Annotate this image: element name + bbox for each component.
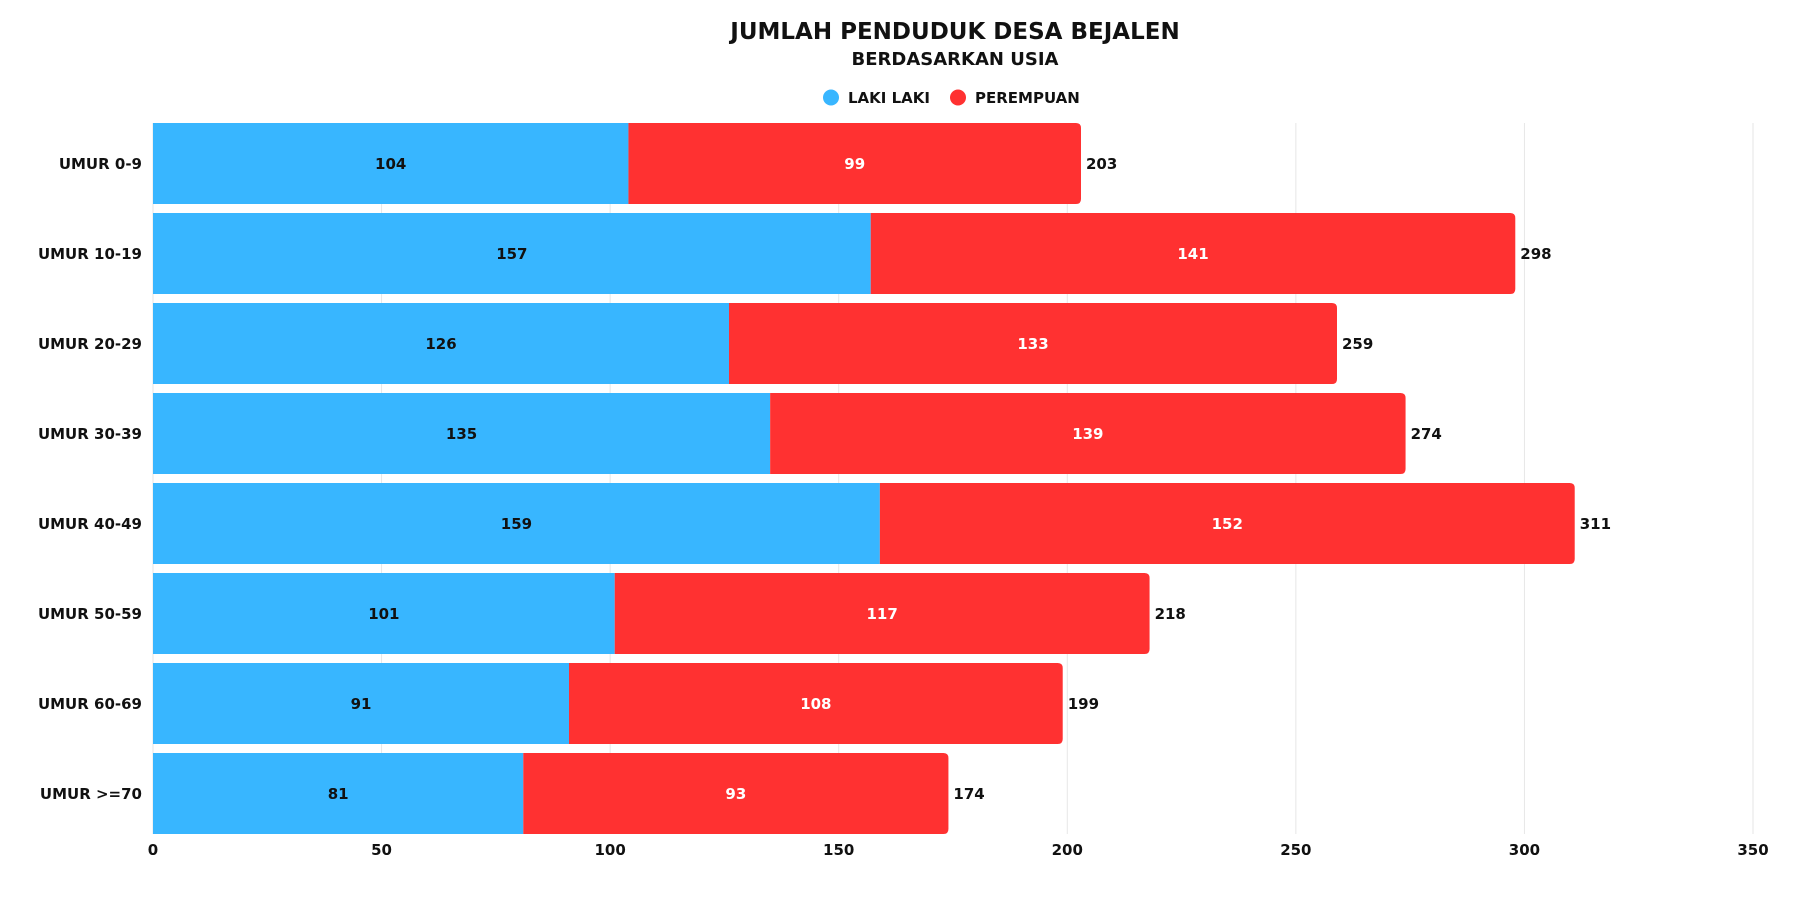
data-label: 108 — [800, 695, 831, 713]
total-label: 174 — [953, 785, 984, 803]
total-label: 274 — [1411, 425, 1442, 443]
total-label: 298 — [1520, 245, 1551, 263]
category-label: UMUR >=70 — [40, 785, 142, 803]
legend: LAKI LAKI PEREMPUAN — [823, 89, 1080, 107]
data-label: 157 — [496, 245, 527, 263]
data-label: 133 — [1017, 335, 1048, 353]
data-label: 93 — [725, 785, 746, 803]
category-label: UMUR 0-9 — [59, 155, 142, 173]
bar-segment — [153, 213, 871, 294]
data-label: 101 — [368, 605, 399, 623]
category-label: UMUR 30-39 — [38, 425, 142, 443]
total-label: 259 — [1342, 335, 1373, 353]
bar-segment — [569, 663, 1063, 744]
chart-subtitle: BERDASARKAN USIA — [852, 49, 1059, 70]
data-label: 117 — [866, 605, 897, 623]
category-label: UMUR 50-59 — [38, 605, 142, 623]
total-label: 311 — [1580, 515, 1611, 533]
category-label: UMUR 20-29 — [38, 335, 142, 353]
legend-label-1: LAKI LAKI — [848, 89, 930, 107]
legend-marker-2 — [950, 89, 966, 106]
x-tick-label: 100 — [594, 841, 625, 859]
total-label: 218 — [1155, 605, 1186, 623]
bar-segment — [153, 123, 629, 204]
bar-segment — [614, 573, 1150, 654]
bar-segment — [153, 393, 771, 474]
bar-segment — [770, 393, 1406, 474]
bar-segment — [153, 573, 615, 654]
bar-segment — [870, 213, 1516, 294]
data-label: 91 — [351, 695, 372, 713]
data-label: 141 — [1177, 245, 1208, 263]
bar-segment — [153, 303, 729, 384]
data-label: 135 — [446, 425, 477, 443]
data-label: 81 — [328, 785, 349, 803]
data-label: 99 — [844, 155, 865, 173]
chart-title: JUMLAH PENDUDUK DESA BEJALEN — [728, 19, 1179, 45]
x-tick-label: 200 — [1052, 841, 1083, 859]
x-tick-label: 150 — [823, 841, 854, 859]
bar-segment — [153, 663, 569, 744]
x-tick-label: 300 — [1509, 841, 1540, 859]
data-label: 104 — [375, 155, 406, 173]
total-label: 199 — [1068, 695, 1099, 713]
bar-segment — [523, 753, 949, 834]
category-labels: UMUR 0-9 UMUR 10-19 UMUR 20-29 UMUR 30-39 UM… — [38, 155, 142, 803]
bar-segment — [153, 753, 524, 834]
x-axis-ticks: 0 50 100 150 200 250 300 350 — [148, 841, 1769, 859]
x-tick-label: 50 — [371, 841, 392, 859]
data-label: 152 — [1212, 515, 1243, 533]
category-label: UMUR 10-19 — [38, 245, 142, 263]
bar-segment — [879, 483, 1575, 564]
total-label: 203 — [1086, 155, 1117, 173]
data-label: 159 — [501, 515, 532, 533]
x-tick-label: 250 — [1280, 841, 1311, 859]
x-tick-label: 350 — [1737, 841, 1768, 859]
data-label: 126 — [425, 335, 456, 353]
legend-marker-1 — [823, 89, 839, 106]
bar-segment — [628, 123, 1081, 204]
bar-segment — [729, 303, 1337, 384]
legend-label-2: PEREMPUAN — [975, 89, 1080, 107]
bar-segment — [153, 483, 880, 564]
category-label: UMUR 40-49 — [38, 515, 142, 533]
category-label: UMUR 60-69 — [38, 695, 142, 713]
bars: 104 99 203 157 141 298 126 133 259 135 139 274 159 15… — [153, 123, 1611, 834]
x-tick-label: 0 — [148, 841, 158, 859]
data-label: 139 — [1072, 425, 1103, 443]
